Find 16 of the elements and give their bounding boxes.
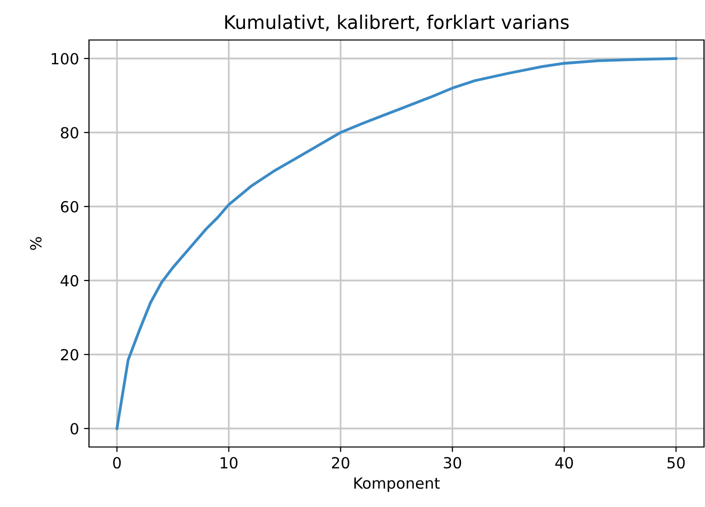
y-axis-title: % [30, 237, 42, 250]
x-tick-label: 0 [113, 456, 121, 469]
x-axis-title: Komponent [354, 478, 440, 492]
x-tick-label: 10 [220, 456, 238, 469]
line-series [116, 57, 678, 430]
y-tick-label: 60 [60, 200, 78, 213]
x-tick-label: 50 [668, 456, 685, 469]
x-tick-label: 20 [332, 456, 350, 469]
y-tick-label: 100 [52, 52, 78, 65]
y-tick-label: 20 [60, 348, 78, 361]
x-tick-label: 40 [555, 456, 573, 469]
y-tick-label: 0 [70, 422, 78, 435]
y-tick-label: 80 [60, 126, 78, 139]
chart-title: Kumulativt, kalibrert, forklart varians [225, 14, 569, 32]
y-tick-label: 40 [60, 274, 78, 287]
x-tick-label: 30 [444, 456, 462, 469]
